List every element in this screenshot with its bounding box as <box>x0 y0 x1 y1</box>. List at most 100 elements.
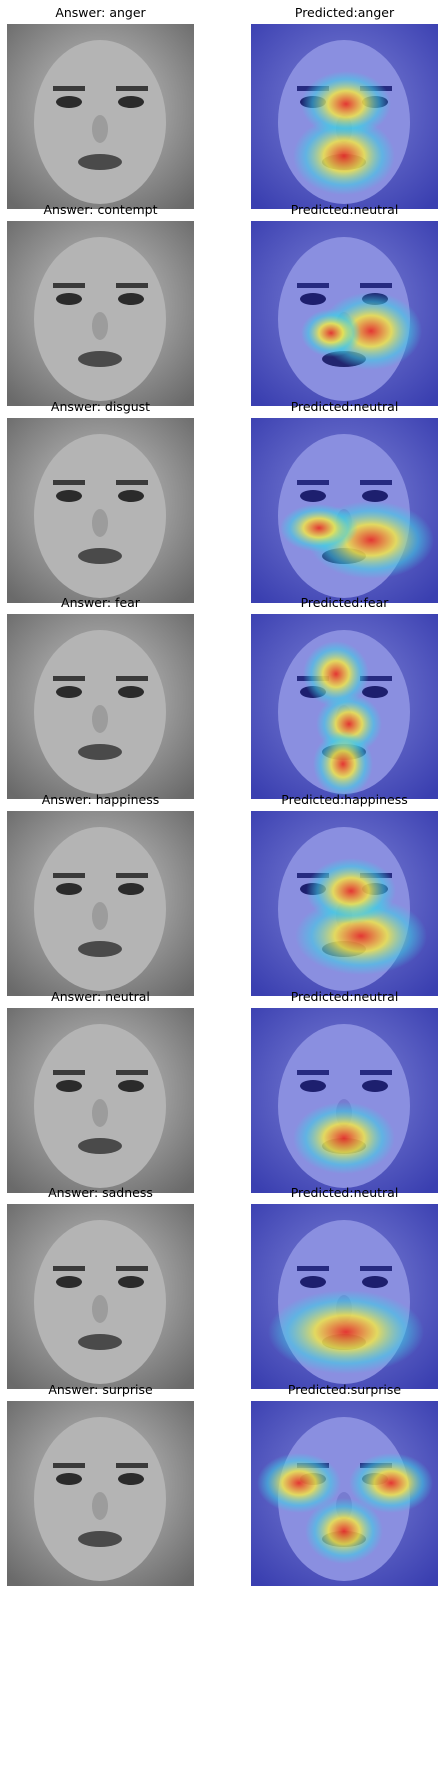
grayscale-face-image <box>7 811 194 996</box>
answer-label: Answer: happiness <box>41 792 160 807</box>
heatmap-hotspot <box>303 641 369 707</box>
right-eye <box>362 1276 388 1288</box>
grayscale-face-image <box>7 418 194 603</box>
gradcam-heatmap-image <box>251 1008 438 1193</box>
heatmap-hotspot <box>313 731 373 797</box>
answer-panel: Answer: sadness <box>7 1184 194 1389</box>
left-brow <box>53 480 85 485</box>
right-eye <box>118 490 144 502</box>
face-row: Answer: neutral Predicted:neutral <box>0 988 442 1210</box>
nose <box>92 1492 108 1520</box>
grayscale-face-image <box>7 614 194 799</box>
heatmap-hotspot <box>293 1102 395 1174</box>
heatmap-hotspot <box>280 504 358 552</box>
left-eye <box>56 883 82 895</box>
nose <box>92 312 108 340</box>
answer-label: Answer: surprise <box>48 1382 153 1397</box>
predicted-panel: Predicted:fear <box>251 594 438 799</box>
left-eye <box>300 1080 326 1092</box>
right-eye <box>362 686 388 698</box>
right-brow <box>116 1463 148 1468</box>
right-brow <box>116 873 148 878</box>
answer-panel: Answer: surprise <box>7 1381 194 1586</box>
right-eye <box>118 293 144 305</box>
left-brow <box>53 1463 85 1468</box>
left-brow <box>53 1070 85 1075</box>
right-brow <box>360 283 392 288</box>
answer-panel: Answer: anger <box>7 4 194 209</box>
gradcam-heatmap-image <box>251 221 438 406</box>
heatmap-hotspot <box>301 71 391 137</box>
predicted-label: Predicted:neutral <box>290 399 399 414</box>
mouth <box>78 548 122 564</box>
heatmap-hotspot <box>301 309 361 357</box>
right-brow <box>116 1266 148 1271</box>
heatmap-hotspot <box>305 1498 383 1564</box>
answer-label: Answer: anger <box>55 5 146 20</box>
left-eye <box>300 293 326 305</box>
grayscale-face-image <box>7 1401 194 1586</box>
predicted-label: Predicted:fear <box>300 595 389 610</box>
gradcam-heatmap-image <box>251 1204 438 1389</box>
answer-panel: Answer: neutral <box>7 988 194 1193</box>
predicted-panel: Predicted:anger <box>251 4 438 209</box>
left-eye <box>300 1276 326 1288</box>
mouth <box>78 1531 122 1547</box>
answer-panel: Answer: fear <box>7 594 194 799</box>
right-brow <box>360 1266 392 1271</box>
face-row: Answer: fear Predicted:fear <box>0 594 442 816</box>
mouth <box>78 744 122 760</box>
predicted-panel: Predicted:neutral <box>251 398 438 603</box>
mouth <box>78 351 122 367</box>
left-eye <box>56 1080 82 1092</box>
gradcam-heatmap-image <box>251 24 438 209</box>
face-row: Answer: anger Predicted:anger <box>0 4 442 226</box>
left-brow <box>297 1266 329 1271</box>
predicted-panel: Predicted:neutral <box>251 201 438 406</box>
heatmap-hotspot <box>257 1453 341 1513</box>
answer-panel: Answer: disgust <box>7 398 194 603</box>
right-brow <box>116 283 148 288</box>
face-row: Answer: disgust Predicted:neutral <box>0 398 442 620</box>
face-row: Answer: happiness Predicted:happiness <box>0 791 442 1013</box>
left-brow <box>297 283 329 288</box>
gradcam-heatmap-image <box>251 811 438 996</box>
grayscale-face-image <box>7 1204 194 1389</box>
right-brow <box>116 676 148 681</box>
left-eye <box>56 96 82 108</box>
answer-label: Answer: contempt <box>43 202 158 217</box>
nose <box>92 509 108 537</box>
nose <box>92 705 108 733</box>
nose <box>92 115 108 143</box>
left-brow <box>53 1266 85 1271</box>
answer-label: Answer: disgust <box>50 399 151 414</box>
predicted-label: Predicted:anger <box>294 5 395 20</box>
left-eye <box>56 686 82 698</box>
left-brow <box>297 1070 329 1075</box>
heatmap-hotspot <box>293 117 395 195</box>
left-brow <box>53 676 85 681</box>
left-eye <box>56 490 82 502</box>
right-eye <box>118 1473 144 1485</box>
predicted-panel: Predicted:happiness <box>251 791 438 996</box>
mouth <box>78 154 122 170</box>
predicted-label: Predicted:neutral <box>290 202 399 217</box>
right-brow <box>116 480 148 485</box>
right-brow <box>116 1070 148 1075</box>
nose <box>92 1099 108 1127</box>
mouth <box>78 1334 122 1350</box>
right-brow <box>360 676 392 681</box>
heatmap-hotspot <box>349 1453 433 1513</box>
heatmap-hotspot <box>268 1290 424 1374</box>
gradcam-heatmap-image <box>251 1401 438 1586</box>
predicted-label: Predicted:happiness <box>281 792 408 807</box>
right-eye <box>118 883 144 895</box>
right-eye <box>118 96 144 108</box>
right-eye <box>118 1276 144 1288</box>
right-eye <box>362 490 388 502</box>
answer-panel: Answer: contempt <box>7 201 194 406</box>
right-eye <box>362 1080 388 1092</box>
face-row: Answer: contempt Predicted:neutral <box>0 201 442 423</box>
left-brow <box>53 86 85 91</box>
